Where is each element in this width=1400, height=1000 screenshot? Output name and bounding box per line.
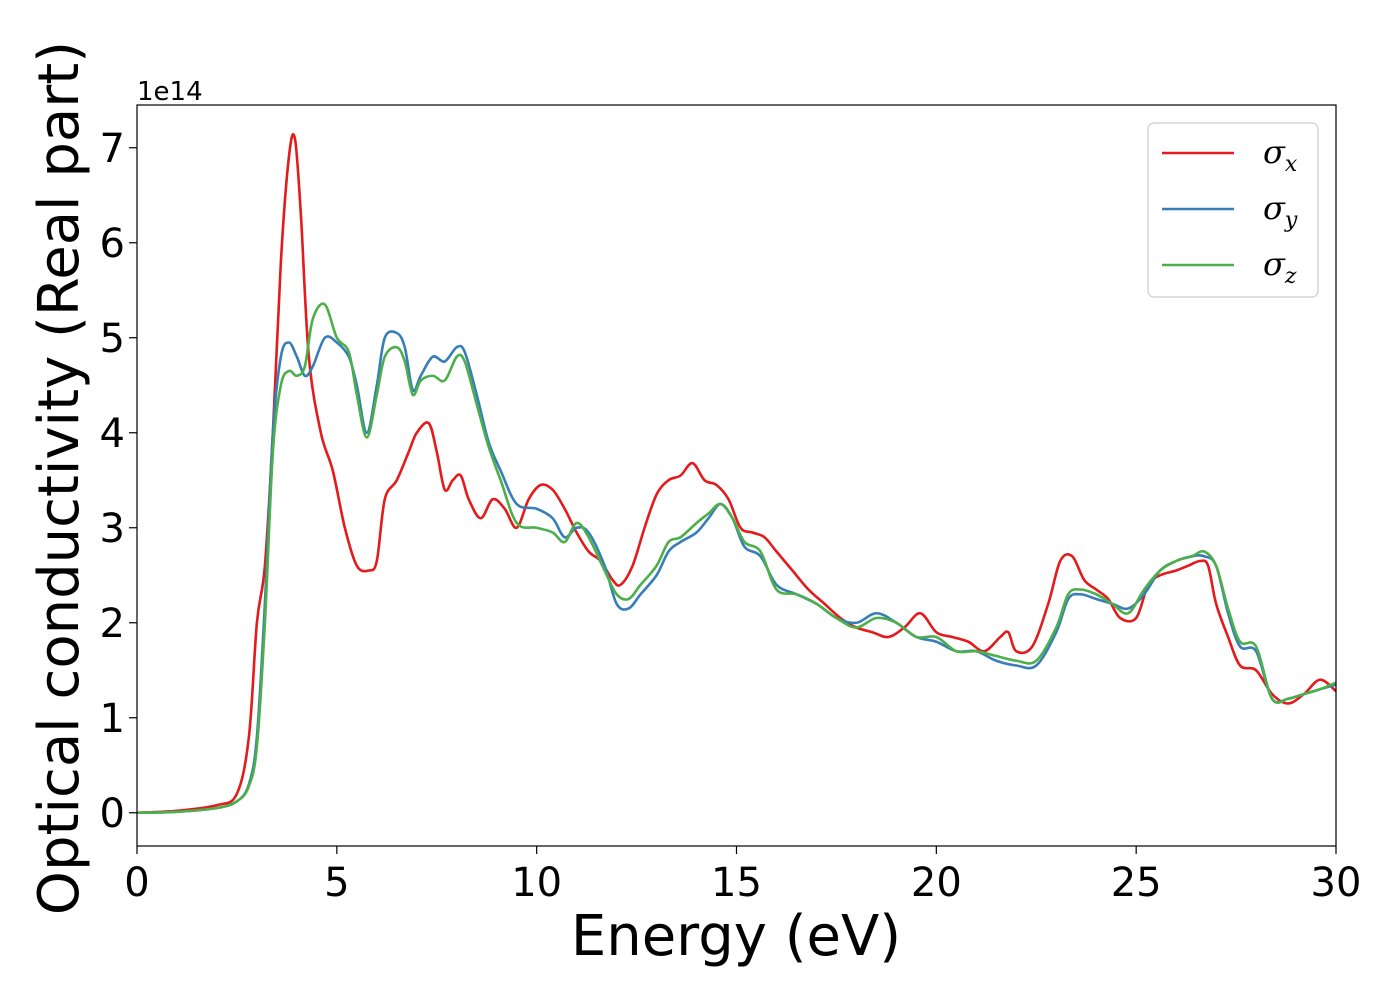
legend-label-x: σx [1263,133,1298,177]
series-line-z [136,302,1337,815]
series-line-x [136,133,1337,815]
x-tick-label: 5 [324,860,349,906]
y-tick-label: 7 [100,126,125,172]
y-tick-label: 2 [100,601,125,647]
series-lines [136,133,1337,815]
y-tick-label: 3 [100,506,125,552]
y-tick-label: 6 [100,221,125,267]
y-tick-label: 4 [100,411,125,457]
y-tick-label: 5 [100,316,125,362]
y-axis-title: Optical conductivity (Real part) [27,41,92,915]
x-tick-label: 0 [124,860,149,906]
x-tick-label: 25 [1111,860,1162,906]
y-offset-label: 1e14 [137,77,203,107]
axis-ticks: 0 5 10 15 20 25 30 0 1 2 3 4 5 6 7 [100,126,1362,906]
series-line-y [136,330,1337,815]
x-tick-label: 20 [911,860,962,906]
y-tick-label: 1 [100,696,125,742]
x-tick-label: 15 [711,860,762,906]
y-tick-label: 0 [100,791,125,837]
x-tick-label: 10 [511,860,562,906]
x-axis-title: Energy (eV) [571,904,901,969]
legend-label-y: σy [1263,189,1298,233]
x-tick-label: 30 [1311,860,1362,906]
